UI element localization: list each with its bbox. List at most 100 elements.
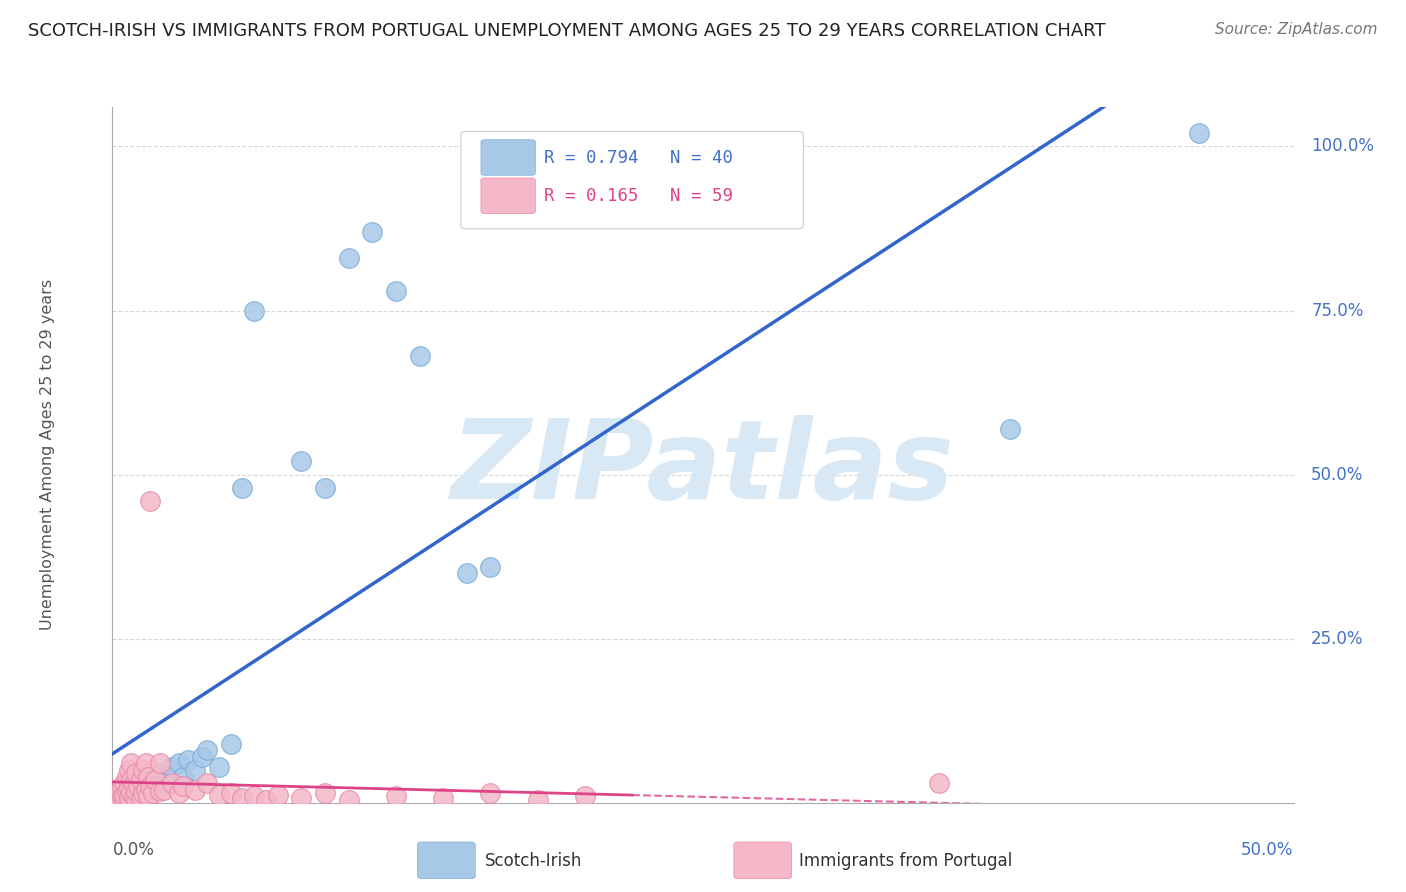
- Point: [104, 794, 127, 808]
- Point: [132, 772, 155, 787]
- Point: [526, 792, 548, 806]
- Point: [118, 793, 141, 807]
- Point: [122, 789, 145, 804]
- Point: [135, 782, 157, 797]
- Point: [160, 760, 183, 774]
- Text: Unemployment Among Ages 25 to 29 years: Unemployment Among Ages 25 to 29 years: [39, 279, 55, 631]
- Point: [129, 781, 152, 796]
- Point: [127, 780, 149, 794]
- Point: [115, 770, 138, 784]
- Point: [243, 303, 266, 318]
- Point: [191, 749, 214, 764]
- Point: [143, 772, 166, 787]
- Point: [129, 790, 152, 805]
- Point: [172, 780, 194, 794]
- Text: R = 0.794   N = 40: R = 0.794 N = 40: [544, 149, 733, 167]
- Point: [208, 788, 231, 802]
- Point: [118, 782, 141, 797]
- Point: [337, 251, 360, 265]
- Text: Immigrants from Portugal: Immigrants from Portugal: [799, 852, 1012, 870]
- Point: [149, 756, 172, 771]
- Point: [385, 789, 408, 804]
- Point: [290, 790, 312, 805]
- Text: 25.0%: 25.0%: [1312, 630, 1364, 648]
- Point: [136, 789, 159, 804]
- Text: Source: ZipAtlas.com: Source: ZipAtlas.com: [1215, 22, 1378, 37]
- Point: [120, 756, 142, 771]
- Point: [149, 784, 172, 798]
- Text: ZIPatlas: ZIPatlas: [451, 416, 955, 523]
- Point: [208, 760, 231, 774]
- FancyBboxPatch shape: [461, 131, 803, 229]
- Point: [118, 763, 141, 777]
- Point: [254, 792, 277, 806]
- Point: [132, 763, 155, 777]
- Text: 100.0%: 100.0%: [1312, 137, 1374, 155]
- Point: [998, 422, 1021, 436]
- Point: [314, 481, 336, 495]
- Point: [120, 786, 142, 800]
- Point: [195, 743, 218, 757]
- Point: [385, 284, 408, 298]
- Text: 50.0%: 50.0%: [1241, 841, 1294, 859]
- Point: [195, 776, 218, 790]
- Point: [132, 786, 155, 800]
- Point: [108, 789, 131, 804]
- Point: [267, 788, 290, 802]
- Text: 75.0%: 75.0%: [1312, 301, 1364, 319]
- Point: [105, 792, 128, 806]
- Point: [112, 776, 135, 790]
- Point: [105, 786, 128, 800]
- Text: R = 0.165   N = 59: R = 0.165 N = 59: [544, 187, 733, 205]
- Text: SCOTCH-IRISH VS IMMIGRANTS FROM PORTUGAL UNEMPLOYMENT AMONG AGES 25 TO 29 YEARS : SCOTCH-IRISH VS IMMIGRANTS FROM PORTUGAL…: [28, 22, 1105, 40]
- Point: [125, 792, 148, 806]
- Point: [231, 481, 253, 495]
- Point: [172, 770, 194, 784]
- Point: [129, 772, 152, 787]
- Point: [122, 777, 145, 791]
- Point: [125, 776, 148, 790]
- FancyBboxPatch shape: [481, 140, 536, 175]
- Point: [167, 786, 190, 800]
- Point: [111, 789, 134, 804]
- Point: [125, 784, 148, 798]
- Point: [314, 786, 336, 800]
- Point: [115, 784, 138, 798]
- Point: [928, 776, 950, 790]
- Point: [177, 753, 200, 767]
- Point: [120, 785, 142, 799]
- Point: [479, 559, 502, 574]
- Point: [184, 782, 207, 797]
- Point: [122, 780, 145, 794]
- Point: [184, 763, 207, 777]
- Point: [456, 566, 478, 580]
- Point: [479, 786, 502, 800]
- Point: [139, 494, 162, 508]
- Point: [160, 776, 183, 790]
- Point: [243, 789, 266, 804]
- Point: [112, 790, 135, 805]
- Point: [1188, 126, 1211, 140]
- Point: [115, 788, 138, 802]
- Point: [111, 780, 134, 794]
- Point: [135, 756, 157, 771]
- Point: [219, 737, 242, 751]
- Point: [105, 790, 128, 805]
- Point: [120, 772, 142, 787]
- Point: [112, 786, 135, 800]
- Point: [118, 790, 141, 805]
- Point: [231, 790, 253, 805]
- Point: [167, 756, 190, 771]
- Point: [108, 792, 131, 806]
- Point: [111, 794, 134, 808]
- Point: [337, 792, 360, 806]
- Point: [219, 786, 242, 800]
- Point: [143, 780, 166, 794]
- Point: [290, 454, 312, 468]
- FancyBboxPatch shape: [481, 178, 536, 213]
- Point: [125, 766, 148, 780]
- Point: [432, 790, 454, 805]
- Point: [139, 780, 162, 794]
- Point: [153, 776, 176, 790]
- Point: [142, 786, 165, 800]
